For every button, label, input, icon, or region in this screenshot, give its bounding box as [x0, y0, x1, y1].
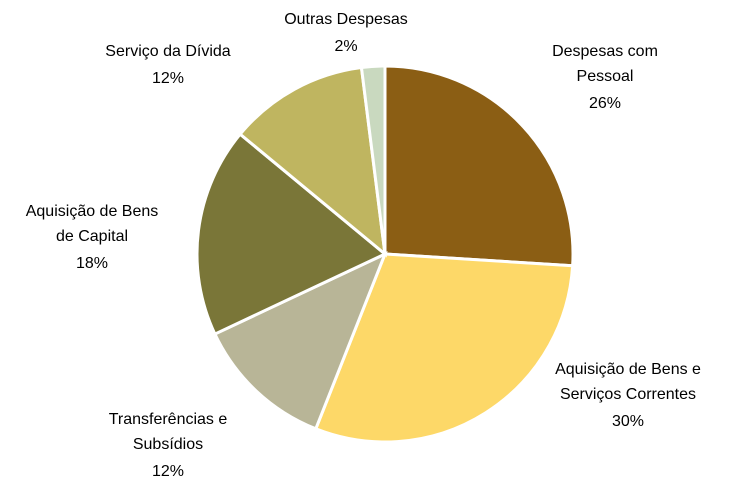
slice-label: Aquisição de Bens de Capital 18%: [26, 203, 159, 272]
pie-slice: [238, 65, 387, 258]
value-label: 12%: [152, 70, 184, 87]
pie-slice: [313, 252, 575, 444]
pie-slice: [195, 132, 388, 337]
pie-slice: [212, 251, 388, 431]
value-label: 26%: [589, 95, 621, 112]
label-line: de Capital: [56, 228, 128, 245]
label-line: Transferências e: [109, 411, 228, 428]
value-label: 18%: [76, 255, 108, 272]
pie-slice: [359, 64, 387, 255]
label-line: Pessoal: [577, 68, 634, 85]
pie-slice: [383, 64, 575, 268]
label-line: Aquisição de Bens: [26, 203, 159, 220]
slice-label: Outras Despesas 2%: [284, 11, 408, 55]
value-label: 30%: [612, 413, 644, 430]
slice-label: Aquisição de Bens e Serviços Correntes 30%: [555, 361, 701, 430]
slice-label: Transferências e Subsídios 12%: [109, 411, 228, 480]
label-line: Aquisição de Bens e: [555, 361, 701, 378]
label-line: Outras Despesas: [284, 11, 408, 28]
value-label: 12%: [152, 463, 184, 480]
value-label: 2%: [334, 38, 357, 55]
label-line: Serviço da Dívida: [105, 43, 230, 60]
label-line: Serviços Correntes: [560, 386, 696, 403]
label-line: Subsídios: [133, 436, 203, 453]
slice-label: Serviço da Dívida 12%: [105, 43, 230, 87]
slice-label: Despesas com Pessoal 26%: [552, 43, 658, 112]
label-line: Despesas com: [552, 43, 658, 60]
